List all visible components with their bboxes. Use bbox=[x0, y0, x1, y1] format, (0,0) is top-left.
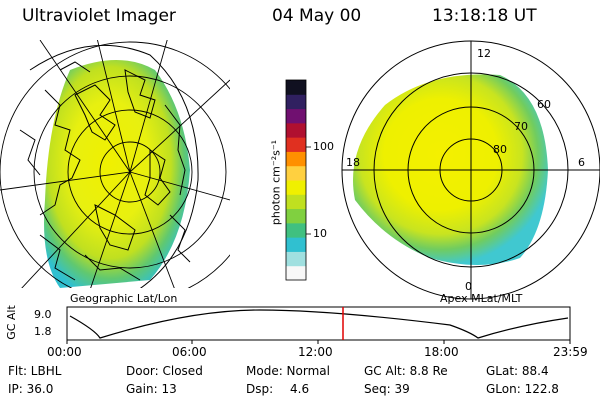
left-panel-label: Geographic Lat/Lon bbox=[70, 292, 178, 305]
colorbar-segment bbox=[286, 194, 306, 210]
altitude-xtick-2359: 23:59 bbox=[553, 345, 588, 359]
instrument-title: Ultraviolet Imager bbox=[22, 6, 176, 26]
mlat-label-70: 70 bbox=[514, 120, 528, 133]
colorbar-segment bbox=[286, 137, 306, 152]
altitude-xtick-1800: 18:00 bbox=[424, 345, 459, 359]
colorbar-segment bbox=[286, 208, 306, 224]
polar-grid bbox=[341, 40, 600, 300]
colorbar-segment bbox=[286, 180, 306, 195]
altitude-xtick-0000: 00:00 bbox=[47, 345, 82, 359]
colorbar-tick-10: 10 bbox=[313, 227, 327, 240]
mlt-label-6: 6 bbox=[578, 156, 585, 169]
glat-info: GLat: 88.4 bbox=[486, 364, 549, 378]
mlat-label-80: 80 bbox=[493, 143, 507, 156]
mlt-label-18: 18 bbox=[346, 156, 360, 169]
ip-info: IP: 36.0 bbox=[8, 382, 54, 396]
altitude-ytick-9: 9.0 bbox=[34, 308, 52, 321]
glon-info: GLon: 122.8 bbox=[486, 382, 559, 396]
coastlines bbox=[19, 61, 191, 281]
geographic-map bbox=[0, 40, 230, 288]
date-label: 04 May 00 bbox=[272, 6, 362, 26]
altitude-ylabel: GC Alt bbox=[4, 305, 18, 340]
altitude-ytick-1-8: 1.8 bbox=[34, 325, 52, 338]
mlat-label-60: 60 bbox=[537, 98, 551, 111]
color-bar bbox=[286, 80, 306, 281]
colorbar-segment bbox=[286, 165, 306, 181]
altitude-xtick-1200: 12:00 bbox=[298, 345, 333, 359]
color-bar-frame bbox=[285, 79, 307, 281]
colorbar-segment bbox=[286, 151, 306, 167]
colorbar-segment bbox=[286, 265, 306, 281]
door-info: Door: Closed bbox=[126, 364, 203, 378]
colorbar-segment bbox=[286, 251, 306, 267]
mlt-label-12: 12 bbox=[477, 47, 491, 60]
altitude-curve bbox=[69, 309, 569, 339]
gain-info: Gain: 13 bbox=[126, 382, 177, 396]
mode-info: Mode: Normal bbox=[246, 364, 330, 378]
time-label: 13:18:18 UT bbox=[432, 6, 537, 26]
colorbar-segment bbox=[286, 237, 306, 252]
sequence-info: Seq: 39 bbox=[364, 382, 410, 396]
colorbar-segment bbox=[286, 108, 306, 124]
filter-info: Flt: LBHL bbox=[8, 364, 62, 378]
colorbar-unit-label: photon cm⁻²s⁻¹ bbox=[269, 139, 283, 226]
colorbar-segment bbox=[286, 222, 306, 238]
gc-altitude-info: GC Alt: 8.8 Re bbox=[364, 364, 448, 378]
colorbar-segment bbox=[286, 94, 306, 110]
colorbar-tick-100: 100 bbox=[313, 140, 334, 153]
colorbar-segment bbox=[286, 80, 306, 95]
dsp-label: Dsp: bbox=[246, 382, 274, 396]
mlt-label-0: 0 bbox=[465, 280, 472, 293]
colorbar-segment bbox=[286, 122, 306, 138]
altitude-xtick-0600: 06:00 bbox=[172, 345, 207, 359]
dsp-value: 4.6 bbox=[290, 382, 310, 396]
right-panel-label: Apex MLat/MLT bbox=[440, 292, 523, 305]
